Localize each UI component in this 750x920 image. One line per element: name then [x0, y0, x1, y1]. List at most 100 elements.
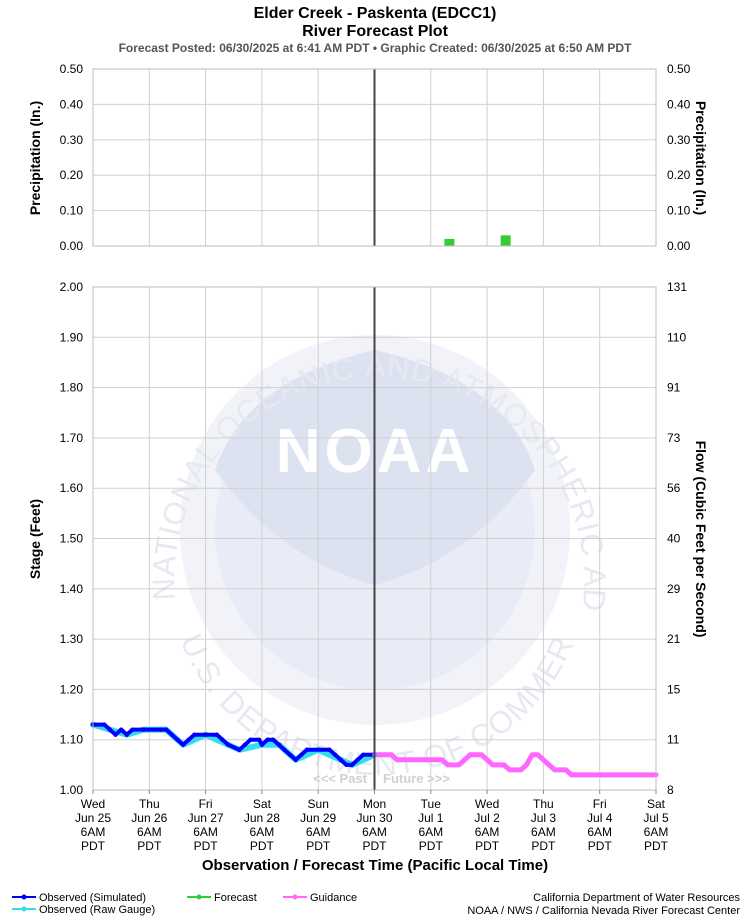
chart-subtitle: River Forecast Plot: [302, 23, 449, 40]
precipitation-marks: [93, 69, 656, 247]
flow-ytick: 40: [667, 532, 681, 546]
precip-ylabel-right: Precipitation (In.): [693, 101, 709, 215]
precipitation-ticks: 0.50 0.50 0.40 0.40 0.30 0.30 0.20 0.20 0.10 0.10…: [60, 62, 691, 253]
observed-point: [220, 737, 225, 742]
observed-point: [361, 752, 366, 757]
guidance-point: [479, 752, 484, 757]
x-axis-label: Observation / Forecast Time (Pacific Loc…: [202, 857, 548, 874]
stage-ytick: 1.20: [60, 682, 84, 696]
stage-panel: 2.00 131 1.90 110 1.80 91 1.70 73 1.60 56 1.50 40 1.…: [27, 280, 709, 874]
flow-ytick: 21: [667, 632, 681, 646]
legend-swatch-dot: [196, 894, 202, 900]
x-tick-time: 6AM: [193, 825, 218, 839]
x-tick-tz: PDT: [250, 839, 275, 853]
x-tick-day: Mon: [363, 797, 386, 811]
guidance-point: [389, 752, 394, 757]
stage-marks: [90, 287, 659, 790]
precip-ytick-right: 0.20: [667, 168, 691, 182]
observed-point: [242, 742, 248, 747]
x-tick-date: Jul 4: [587, 811, 613, 825]
x-tick-time: 6AM: [418, 825, 443, 839]
flow-ytick: 56: [667, 481, 681, 495]
observed-point: [256, 737, 262, 742]
guidance-point: [546, 762, 552, 768]
x-tick-tz: PDT: [363, 839, 388, 853]
flow-ytick: 131: [667, 280, 687, 294]
x-tick-day: Fri: [593, 797, 607, 811]
x-tick-date: Jul 5: [643, 811, 669, 825]
x-tick-tz: PDT: [531, 839, 556, 853]
x-tick-time: 6AM: [475, 825, 500, 839]
precipitation-frame: [92, 68, 657, 247]
x-tick-day: Thu: [533, 797, 554, 811]
flow-ytick: 73: [667, 431, 681, 445]
x-tick-time: 6AM: [81, 825, 106, 839]
x-tick-day: Tue: [421, 797, 442, 811]
observed-point: [130, 727, 135, 732]
observed-point: [237, 747, 242, 752]
precipitation-panel: 0.50 0.50 0.40 0.40 0.30 0.30 0.20 0.20 0.10 0.10…: [27, 62, 709, 253]
guidance-point: [468, 752, 473, 757]
observed-point: [141, 727, 146, 732]
guidance-point: [462, 757, 467, 763]
x-tick-date: Jul 2: [474, 811, 500, 825]
flow-ytick: 29: [667, 582, 681, 596]
x-tick-date: Jun 26: [131, 811, 167, 825]
stage-ytick: 1.90: [60, 330, 84, 344]
legend-swatch-dot: [21, 906, 27, 912]
x-tick-tz: PDT: [306, 839, 331, 853]
precip-ytick-left: 0.40: [60, 97, 84, 111]
legend-label: Observed (Raw Gauge): [39, 904, 155, 916]
precip-ylabel-left: Precipitation (In.): [27, 101, 43, 215]
x-tick-tz: PDT: [644, 839, 669, 853]
precip-ytick-right: 0.00: [667, 239, 691, 253]
flow-ylabel-right: Flow (Cubic Feet per Second): [693, 441, 709, 638]
observed-point: [332, 752, 338, 757]
flow-ytick: 8: [667, 783, 674, 797]
x-tick-tz: PDT: [475, 839, 500, 853]
observed-point: [259, 742, 265, 747]
noaa-logo-text: NOAA: [276, 417, 475, 486]
precip-ytick-right: 0.10: [667, 204, 691, 218]
flow-ytick: 11: [667, 733, 680, 747]
observed-point: [338, 757, 343, 763]
x-tick-date: Jul 3: [531, 811, 557, 825]
observed-point: [270, 737, 276, 742]
guidance-point: [535, 752, 540, 757]
legend-swatch-dot: [21, 894, 27, 900]
precip-ytick-left: 0.30: [60, 133, 84, 147]
guidance-point: [569, 772, 574, 778]
legend-label: Guidance: [310, 892, 357, 904]
flow-ytick: 91: [667, 381, 681, 395]
guidance-point: [518, 767, 524, 773]
observed-point: [355, 757, 360, 763]
stage-ytick: 1.10: [60, 733, 84, 747]
observed-point: [344, 762, 349, 768]
observed-series: [91, 722, 377, 767]
credit-line-1: California Department of Water Resources: [533, 892, 740, 904]
observed-point: [124, 732, 129, 737]
stage-ytick: 1.50: [60, 532, 84, 546]
x-tick-date: Jun 25: [75, 811, 111, 825]
chart-title: Elder Creek - Paskenta (EDCC1): [254, 5, 497, 22]
observed-point: [169, 732, 175, 737]
guidance-point: [563, 767, 569, 773]
x-tick-time: 6AM: [306, 825, 331, 839]
legend-label: Forecast: [214, 892, 257, 904]
legend-label: Observed (Simulated): [39, 892, 146, 904]
observed-point: [175, 737, 180, 742]
stage-ytick: 2.00: [60, 280, 84, 294]
x-tick-tz: PDT: [194, 839, 219, 853]
x-tick-time: 6AM: [137, 825, 162, 839]
guidance-point: [484, 757, 490, 763]
x-tick-time: 6AM: [587, 825, 612, 839]
observed-point: [265, 737, 270, 742]
observed-point: [293, 757, 298, 763]
observed-point: [349, 762, 355, 768]
observed-point: [287, 752, 293, 757]
stage-ytick: 1.80: [60, 381, 84, 395]
guidance-point: [445, 762, 450, 768]
guidance-point: [507, 767, 512, 773]
guidance-point: [490, 762, 495, 768]
